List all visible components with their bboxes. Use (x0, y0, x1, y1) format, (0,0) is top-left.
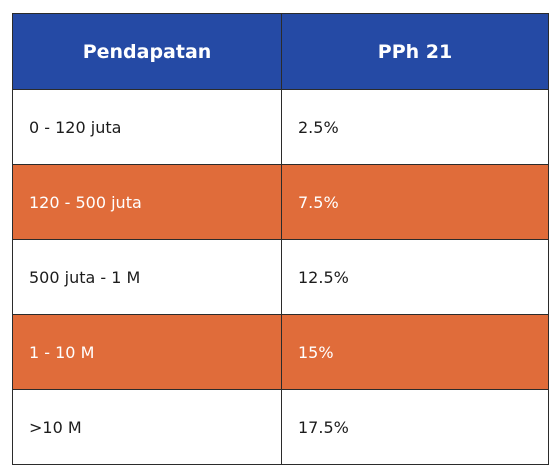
rate-cell: 17.5% (281, 389, 549, 465)
income-cell: >10 M (12, 389, 282, 465)
table-row: >10 M 17.5% (12, 389, 549, 465)
header-income: Pendapatan (12, 13, 282, 90)
income-cell: 120 - 500 juta (12, 164, 282, 240)
rate-cell: 12.5% (281, 239, 549, 315)
table-row: 0 - 120 juta 2.5% (12, 89, 549, 165)
table-row: 1 - 10 M 15% (12, 314, 549, 390)
rate-cell: 15% (281, 314, 549, 390)
income-cell: 0 - 120 juta (12, 89, 282, 165)
income-cell: 1 - 10 M (12, 314, 282, 390)
table-header-row: Pendapatan PPh 21 (12, 13, 549, 90)
tax-rate-table-container: Pendapatan PPh 21 0 - 120 juta 2.5% 120 … (12, 13, 549, 465)
rate-cell: 7.5% (281, 164, 549, 240)
tax-rate-table: Pendapatan PPh 21 0 - 120 juta 2.5% 120 … (12, 13, 549, 465)
income-cell: 500 juta - 1 M (12, 239, 282, 315)
header-pph21: PPh 21 (281, 13, 549, 90)
rate-cell: 2.5% (281, 89, 549, 165)
table-row: 500 juta - 1 M 12.5% (12, 239, 549, 315)
table-row: 120 - 500 juta 7.5% (12, 164, 549, 240)
